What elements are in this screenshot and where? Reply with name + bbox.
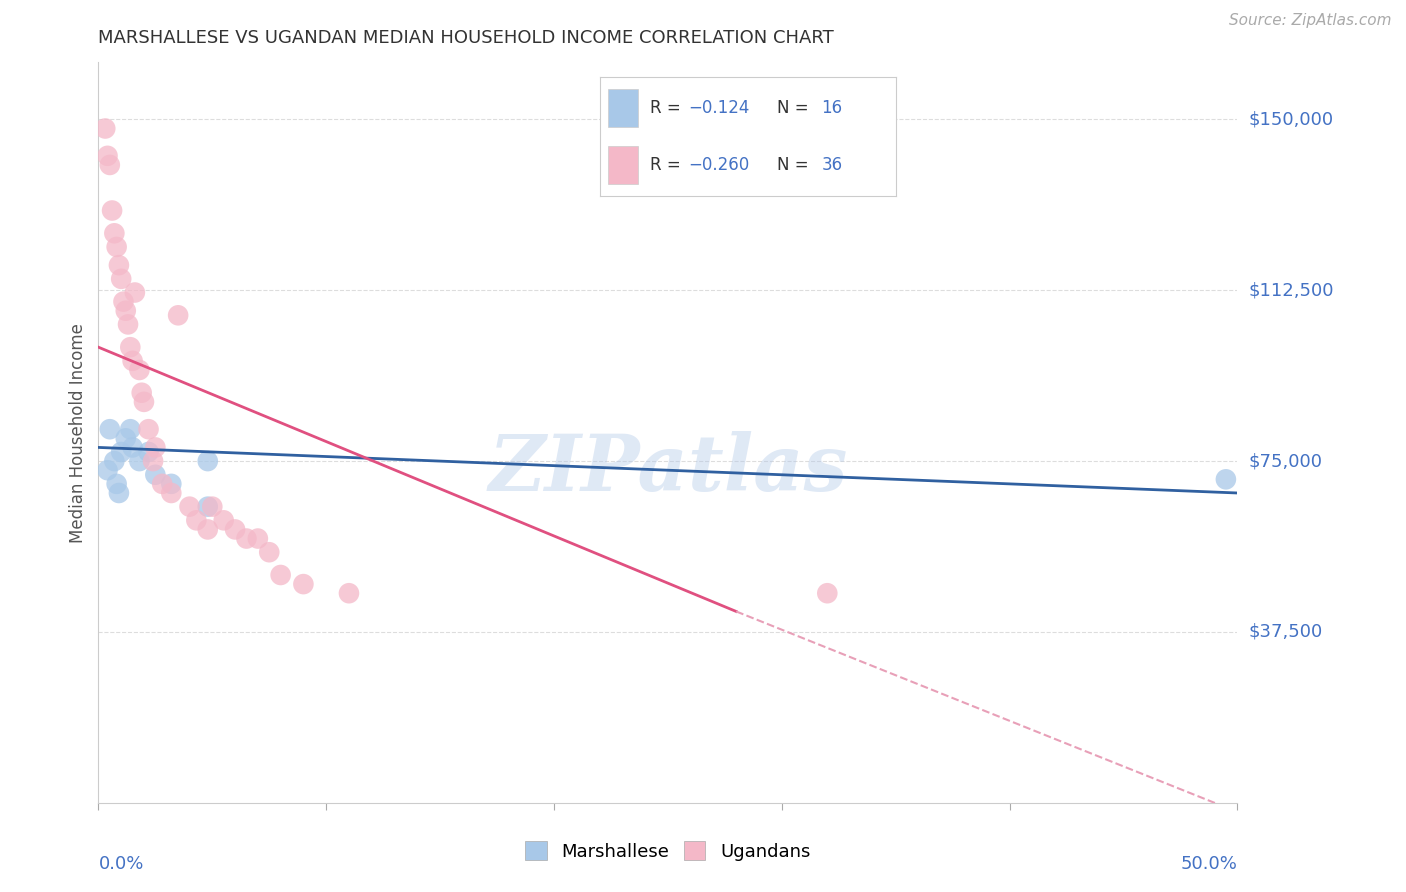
- Point: [145, 441, 167, 455]
- Point: [117, 318, 139, 332]
- Point: [138, 445, 160, 459]
- Point: [337, 586, 360, 600]
- Point: [160, 476, 183, 491]
- Point: [105, 476, 128, 491]
- Point: [128, 454, 150, 468]
- Point: [98, 158, 121, 172]
- Point: [128, 363, 150, 377]
- Point: [110, 445, 132, 459]
- Point: [224, 523, 246, 537]
- Point: [120, 340, 142, 354]
- Point: [138, 422, 160, 436]
- Text: 50.0%: 50.0%: [1181, 855, 1237, 872]
- Point: [197, 454, 219, 468]
- Point: [105, 240, 128, 254]
- Point: [96, 149, 118, 163]
- Point: [212, 513, 235, 527]
- Point: [110, 272, 132, 286]
- Point: [114, 303, 136, 318]
- Point: [1215, 472, 1237, 486]
- Point: [114, 431, 136, 445]
- Point: [112, 294, 135, 309]
- Text: $112,500: $112,500: [1249, 281, 1334, 299]
- Point: [235, 532, 257, 546]
- Point: [124, 285, 146, 300]
- Point: [292, 577, 315, 591]
- Point: [259, 545, 281, 559]
- Point: [145, 467, 167, 482]
- Point: [179, 500, 201, 514]
- Text: Source: ZipAtlas.com: Source: ZipAtlas.com: [1229, 13, 1392, 29]
- Point: [131, 385, 153, 400]
- Point: [270, 568, 292, 582]
- Text: ZIPatlas: ZIPatlas: [488, 432, 848, 508]
- Point: [186, 513, 208, 527]
- Legend: Marshallese, Ugandans: Marshallese, Ugandans: [519, 834, 817, 868]
- Text: $37,500: $37,500: [1249, 623, 1323, 641]
- Text: $75,000: $75,000: [1249, 452, 1323, 470]
- Text: 0.0%: 0.0%: [98, 855, 143, 872]
- Point: [201, 500, 224, 514]
- Point: [815, 586, 838, 600]
- Text: $150,000: $150,000: [1249, 111, 1333, 128]
- Point: [246, 532, 269, 546]
- Y-axis label: Median Household Income: Median Household Income: [69, 323, 87, 542]
- Text: MARSHALLESE VS UGANDAN MEDIAN HOUSEHOLD INCOME CORRELATION CHART: MARSHALLESE VS UGANDAN MEDIAN HOUSEHOLD …: [98, 29, 834, 47]
- Point: [108, 486, 131, 500]
- Point: [167, 308, 190, 322]
- Point: [132, 395, 155, 409]
- Point: [197, 500, 219, 514]
- Point: [94, 121, 117, 136]
- Point: [121, 354, 143, 368]
- Point: [98, 422, 121, 436]
- Point: [160, 486, 183, 500]
- Point: [142, 454, 165, 468]
- Point: [103, 454, 125, 468]
- Point: [197, 523, 219, 537]
- Point: [108, 258, 131, 272]
- Point: [101, 203, 124, 218]
- Point: [121, 441, 143, 455]
- Point: [150, 476, 173, 491]
- Point: [96, 463, 118, 477]
- Point: [120, 422, 142, 436]
- Point: [103, 227, 125, 241]
